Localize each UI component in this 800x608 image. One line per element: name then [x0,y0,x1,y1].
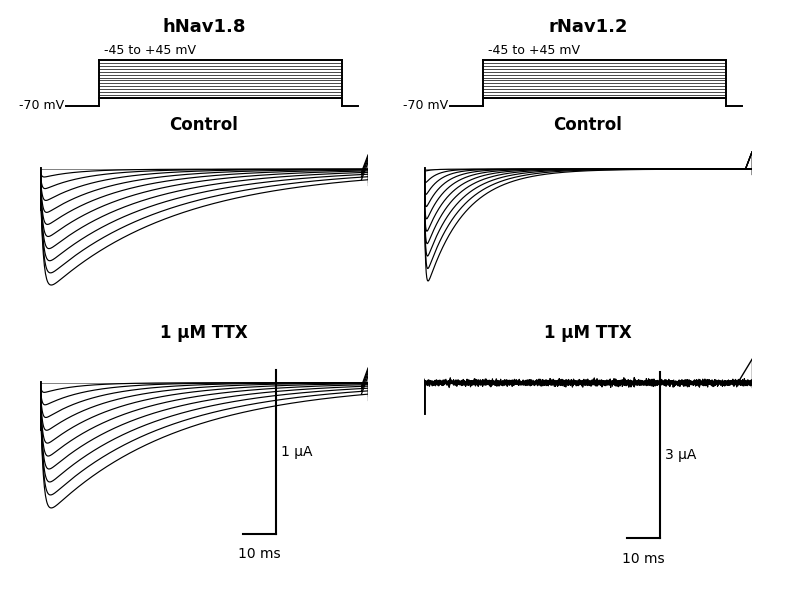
Text: 1 μM TTX: 1 μM TTX [160,324,248,342]
Text: -70 mV: -70 mV [403,99,449,112]
Text: 3 μA: 3 μA [665,448,697,462]
Text: -45 to +45 mV: -45 to +45 mV [104,44,196,57]
Text: 10 ms: 10 ms [622,551,665,565]
Text: -45 to +45 mV: -45 to +45 mV [488,44,580,57]
Text: -70 mV: -70 mV [19,99,65,112]
Text: 10 ms: 10 ms [238,547,281,561]
Text: hNav1.8: hNav1.8 [162,18,246,36]
Text: Control: Control [170,116,238,134]
Text: 1 μM TTX: 1 μM TTX [544,324,632,342]
Text: 1 μA: 1 μA [281,444,313,458]
Text: Control: Control [554,116,622,134]
Text: rNav1.2: rNav1.2 [548,18,628,36]
